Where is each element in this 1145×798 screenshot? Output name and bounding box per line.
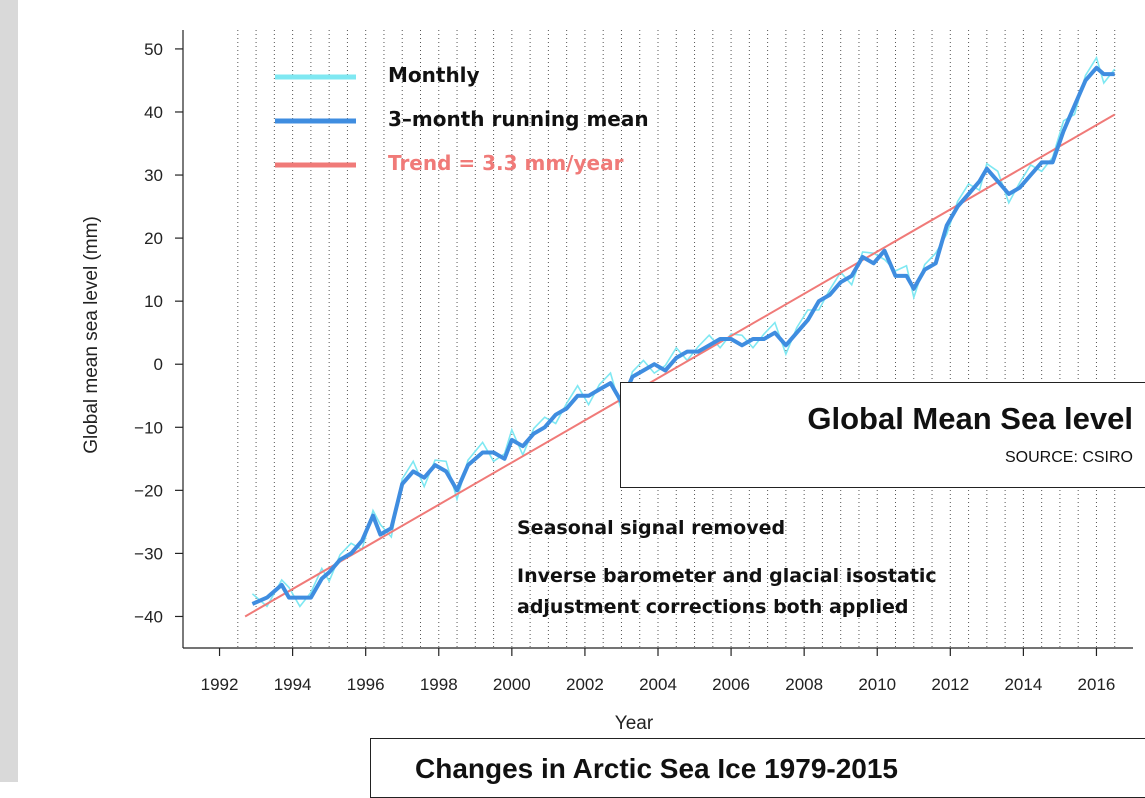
y-tick-label: −20 xyxy=(134,481,163,500)
y-tick-label: 50 xyxy=(144,40,163,59)
y-tick-label: 20 xyxy=(144,229,163,248)
x-tick-label: 2014 xyxy=(1004,675,1042,694)
legend-swatches xyxy=(275,74,356,168)
chart-source: SOURCE: CSIRO xyxy=(1004,449,1133,466)
y-axis-label: Global mean sea level (mm) xyxy=(81,216,102,454)
next-chart-title: Changes in Arctic Sea Ice 1979-2015 xyxy=(415,753,898,784)
left-border-strip xyxy=(0,0,18,782)
sea-level-chart: −40 −30 −20 −10 0 10 20 30 40 50 1992 1994 1996 1998 2… xyxy=(81,30,1133,734)
legend-label-monthly: Monthly xyxy=(388,63,480,87)
y-tick-label: 30 xyxy=(144,166,163,185)
x-tick-label: 1996 xyxy=(347,675,385,694)
legend-label-trend: Trend = 3.3 mm/year xyxy=(388,151,624,175)
y-tick-label: −40 xyxy=(134,607,163,626)
y-tick-label: −30 xyxy=(134,544,163,563)
x-tick-label: 2006 xyxy=(712,675,750,694)
x-tick-label: 2004 xyxy=(639,675,677,694)
y-tick-label: 0 xyxy=(154,355,163,374)
series-trend-line xyxy=(244,113,1116,618)
y-tick-label: 10 xyxy=(144,292,163,311)
x-tick-label: 2012 xyxy=(931,675,969,694)
series-running-mean-line xyxy=(251,65,1115,606)
y-tick-label: 40 xyxy=(144,103,163,122)
x-tick-label: 2008 xyxy=(785,675,823,694)
x-tick-label: 2010 xyxy=(858,675,896,694)
next-chart-title-box: Changes in Arctic Sea Ice 1979-2015 xyxy=(370,738,1145,798)
x-axis-label: Year xyxy=(615,713,654,734)
chart-title-box: Global Mean Sea level SOURCE: CSIRO xyxy=(620,382,1145,488)
x-tick-label: 2000 xyxy=(493,675,531,694)
y-tick-label: −10 xyxy=(134,418,163,437)
x-tick-label: 2002 xyxy=(566,675,604,694)
x-tick-label: 1992 xyxy=(201,675,239,694)
note-corrections-line2: adjustment corrections both applied xyxy=(517,596,909,618)
axes: −40 −30 −20 −10 0 10 20 30 40 50 1992 1994 1996 1998 2… xyxy=(81,30,1133,734)
series-layer xyxy=(244,55,1116,618)
legend-label-running-mean: 3–month running mean xyxy=(388,107,649,131)
x-tick-label: 1998 xyxy=(420,675,458,694)
note-seasonal: Seasonal signal removed xyxy=(517,517,786,539)
chart-title: Global Mean Sea level xyxy=(807,401,1133,436)
x-tick-label: 1994 xyxy=(274,675,312,694)
vertical-grid xyxy=(237,30,1116,648)
note-corrections-line1: Inverse barometer and glacial isostatic xyxy=(517,565,937,587)
x-tick-label: 2016 xyxy=(1078,675,1116,694)
